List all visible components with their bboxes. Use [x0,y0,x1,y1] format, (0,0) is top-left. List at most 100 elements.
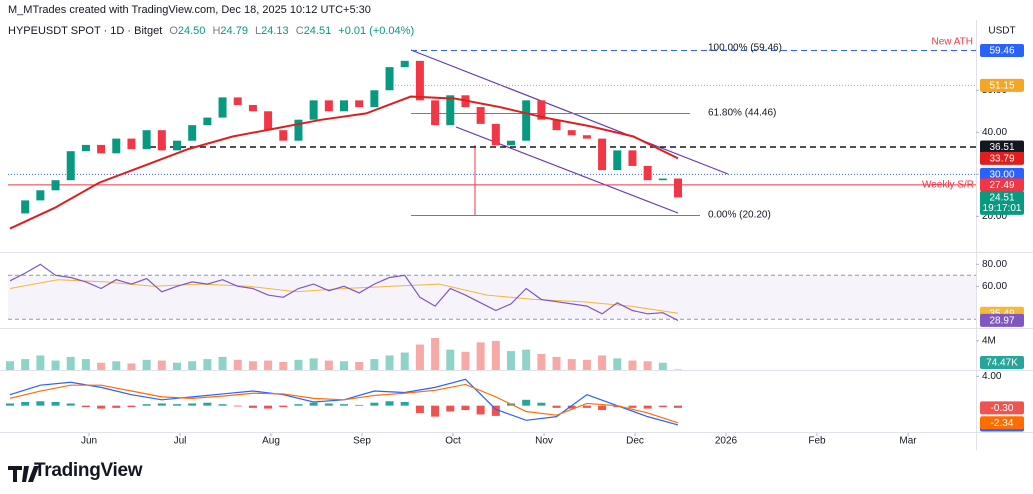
macd-histogram [461,405,470,411]
symbol-line: HYPEUSDT SPOT · 1D · Bitget O24.50 H24.7… [8,25,418,37]
volume-bar [476,342,485,370]
level-badge-bg [980,140,1024,154]
macd-histogram [188,403,197,406]
y-tick-label: 80.00 [982,259,1007,270]
x-tick-label: Mar [899,436,917,447]
ohlc-value: 24.50 [177,25,206,37]
candle [264,111,273,131]
x-tick-label: Oct [445,436,461,447]
macd-histogram [157,403,166,406]
countdown: 19:17:01 [983,203,1022,214]
candle [385,67,394,91]
volume-bar [203,359,212,370]
macd-histogram [21,402,30,406]
level-badge: 51.15 [989,81,1014,92]
level-badge: 30.00 [989,169,1014,180]
macd-histogram [340,404,348,406]
price-badge-bg [980,190,1024,215]
ohlc-key: H [212,25,221,37]
macd-histogram [628,405,637,408]
brand: TradingView [34,460,143,481]
volume-bar [674,369,682,370]
level-badge-bg [980,43,1024,57]
rsi-pane [8,255,976,327]
volume-bar [567,359,576,370]
volume-bar [157,360,166,370]
x-tick-label: 2026 [715,436,738,447]
volume-bar [643,361,652,370]
volume-bar [522,349,531,370]
fib-label: 0.00% (20.20) [708,210,771,221]
x-tick-label: Sep [353,436,371,447]
volume-bar [36,355,45,370]
macd-histogram [400,402,409,406]
candle [324,100,333,112]
y-tick-label: 40.00 [982,127,1007,138]
candle [51,180,60,191]
volume-bar [21,359,30,370]
candle [613,150,622,171]
volume-bar [385,355,394,370]
x-tick-label: Feb [808,436,826,447]
macd-histogram [552,405,561,408]
macd-badge: -2.34 [991,418,1014,429]
macd-histogram [97,405,106,409]
candle [157,130,166,151]
volume-bar [613,358,622,370]
volume-bar [658,362,667,370]
candle [81,144,90,152]
volume-badge-bg [980,355,1024,369]
rsi-badge-bg [980,313,1024,327]
volume-bar [112,361,121,370]
macd-histogram [582,405,591,408]
candle [142,130,151,150]
ohlc-value: 24.13 [261,25,289,37]
volume-bar [233,359,242,370]
macd-histogram [6,403,14,406]
symbol: HYPEUSDT SPOT · 1D · Bitget [8,25,163,37]
logo [8,466,39,482]
ohlc-key: L [255,25,262,37]
macd-histogram [66,403,75,406]
signal-line [9,383,679,424]
candle [658,178,667,181]
y-tick-label: 4.00 [982,371,1002,382]
candle [370,90,379,108]
fib-label: 61.80% (44.46) [708,108,776,119]
macd-histogram [248,405,257,408]
x-tick-label: Jul [174,436,187,447]
candle [188,125,197,141]
macd-histogram [294,404,303,406]
volume-bar [431,338,440,370]
volume-bar [537,354,546,370]
price-badge: 24.51 [989,193,1014,204]
level-badge-bg [980,78,1024,92]
candle [97,144,106,154]
macd-histogram [279,405,288,408]
macd-histogram [309,402,318,406]
candle [294,119,303,141]
volume-bar [355,362,364,370]
volume-bar [264,360,273,370]
volume-bar [628,360,637,370]
macd-histogram [81,405,90,408]
macd-histogram [522,399,531,406]
ma-badge-bg [980,151,1024,165]
candle [36,190,45,201]
rsi-badge: 28.97 [989,316,1014,327]
candle [400,60,409,68]
candle [491,123,500,146]
candle [446,95,455,126]
macd-histogram [112,405,121,408]
macd-histogram [567,405,576,409]
candle [173,140,181,151]
candle [522,100,531,141]
macd-histogram [431,405,440,417]
moving-average [9,95,679,230]
ohlc-value: 24.79 [220,25,248,37]
candle [507,140,515,146]
candle [309,100,318,120]
rsi-band [8,275,976,320]
macd-histogram [218,404,227,406]
volume-bar [188,361,197,370]
